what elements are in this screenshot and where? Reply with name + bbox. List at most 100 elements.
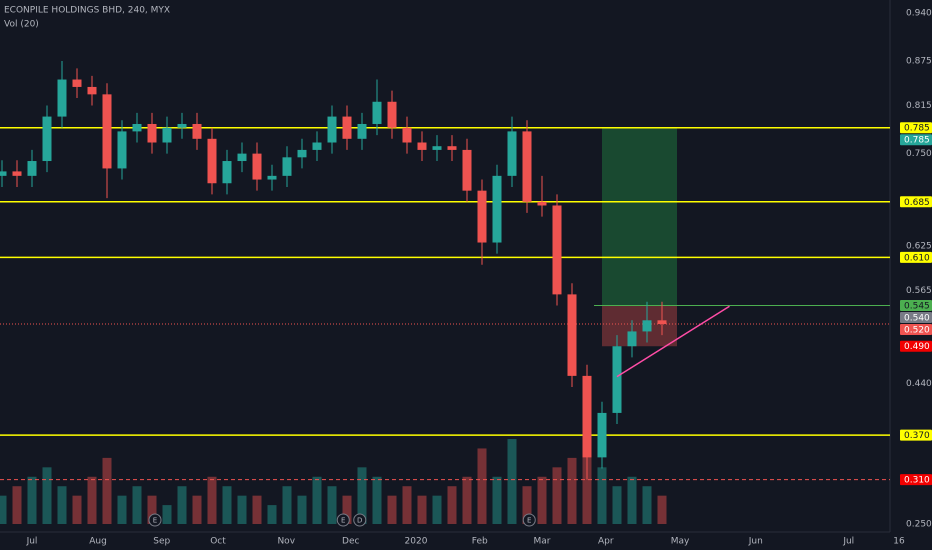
candle-body bbox=[177, 123, 187, 128]
x-tick-label: 2020 bbox=[405, 537, 428, 547]
x-tick-label: Feb bbox=[472, 537, 488, 547]
event-label: E bbox=[527, 517, 531, 525]
candle-body bbox=[447, 146, 457, 150]
volume-bar bbox=[222, 486, 232, 524]
y-tick-label: 0.250 bbox=[906, 520, 932, 530]
candle-body bbox=[102, 94, 112, 169]
volume-bar bbox=[27, 476, 37, 524]
candle-body bbox=[417, 142, 427, 150]
price-label: 0.785 bbox=[904, 136, 930, 146]
candle-body bbox=[192, 123, 202, 139]
volume-bar bbox=[567, 457, 577, 524]
volume-bar bbox=[87, 476, 97, 524]
volume-bar bbox=[177, 486, 187, 524]
candle-body bbox=[387, 101, 397, 128]
volume-bar bbox=[642, 486, 652, 524]
y-tick-label: 0.875 bbox=[906, 57, 932, 67]
volume-bar bbox=[627, 476, 637, 524]
price-label: 0.540 bbox=[904, 313, 930, 323]
event-label: D bbox=[357, 517, 362, 525]
volume-bar bbox=[0, 495, 7, 524]
price-label: 0.370 bbox=[904, 431, 930, 441]
price-label-box bbox=[900, 134, 932, 146]
y-tick-label: 0.750 bbox=[906, 149, 932, 159]
volume-bar bbox=[102, 457, 112, 524]
candle-body bbox=[462, 149, 472, 191]
candle-body bbox=[0, 171, 7, 176]
volume-bar bbox=[342, 495, 352, 524]
price-label-box bbox=[900, 323, 932, 335]
candle-body bbox=[432, 146, 442, 150]
candle-body bbox=[612, 346, 622, 413]
price-label-box bbox=[900, 196, 932, 208]
volume-bar bbox=[42, 467, 52, 524]
x-tick-label: Sep bbox=[153, 537, 170, 547]
volume-bar bbox=[72, 495, 82, 524]
x-tick-label: Apr bbox=[598, 537, 614, 547]
volume-bar bbox=[477, 448, 487, 524]
candle-body bbox=[87, 86, 97, 95]
x-tick-label: Aug bbox=[89, 537, 107, 547]
candle-body bbox=[27, 161, 37, 176]
candle-body bbox=[327, 116, 337, 143]
volume-bar bbox=[552, 467, 562, 524]
candle-body bbox=[12, 171, 22, 176]
candle-body bbox=[357, 123, 367, 139]
candle-body bbox=[492, 175, 502, 243]
volume-bar bbox=[582, 448, 592, 524]
candle-body bbox=[477, 190, 487, 243]
y-tick-label: 0.940 bbox=[906, 8, 932, 18]
volume-bar bbox=[417, 495, 427, 524]
candle-body bbox=[132, 123, 142, 132]
candle-body bbox=[117, 131, 127, 169]
volume-bar bbox=[327, 486, 337, 524]
price-label-box bbox=[900, 299, 932, 311]
x-tick-label: Jun bbox=[748, 537, 763, 547]
x-tick-label: Oct bbox=[210, 537, 226, 547]
candle-body bbox=[507, 131, 517, 176]
price-label-box bbox=[900, 340, 932, 352]
candle-body bbox=[267, 175, 277, 180]
candle-body bbox=[237, 153, 247, 162]
volume-bar bbox=[372, 476, 382, 524]
price-label: 0.520 bbox=[904, 325, 930, 335]
candle-body bbox=[552, 205, 562, 295]
volume-bar bbox=[492, 476, 502, 524]
x-tick-label: Nov bbox=[277, 537, 295, 547]
candle-body bbox=[282, 157, 292, 176]
volume-bar bbox=[612, 486, 622, 524]
volume-bar bbox=[282, 486, 292, 524]
volume-bar bbox=[387, 495, 397, 524]
y-tick-label: 0.815 bbox=[906, 101, 932, 111]
volume-bar bbox=[447, 486, 457, 524]
volume-bar bbox=[402, 486, 412, 524]
candle-body bbox=[567, 294, 577, 376]
x-tick-label: 16 bbox=[893, 537, 905, 547]
volume-bar bbox=[12, 486, 22, 524]
volume-bar bbox=[507, 439, 517, 524]
price-label-box bbox=[900, 251, 932, 263]
event-marker bbox=[336, 513, 350, 527]
volume-bar bbox=[207, 476, 217, 524]
volume-bar bbox=[312, 476, 322, 524]
volume-bar bbox=[657, 495, 667, 524]
x-tick-label: Jul bbox=[26, 537, 38, 547]
y-tick-label: 0.440 bbox=[906, 379, 932, 389]
price-label: 0.490 bbox=[904, 342, 930, 352]
candle-body bbox=[57, 79, 67, 117]
candle-body bbox=[162, 127, 172, 143]
candle-body bbox=[72, 79, 82, 87]
candle-body bbox=[597, 412, 607, 458]
volume-bar bbox=[297, 495, 307, 524]
price-label-box bbox=[900, 311, 932, 323]
x-tick-label: Mar bbox=[534, 537, 551, 547]
volume-bar bbox=[237, 495, 247, 524]
price-label: 0.685 bbox=[904, 198, 930, 208]
event-marker bbox=[353, 513, 367, 527]
x-tick-label: May bbox=[671, 537, 690, 547]
event-label: E bbox=[341, 517, 345, 525]
stop-zone bbox=[602, 305, 677, 347]
price-label: 0.610 bbox=[904, 253, 930, 263]
volume-bar bbox=[147, 495, 157, 524]
